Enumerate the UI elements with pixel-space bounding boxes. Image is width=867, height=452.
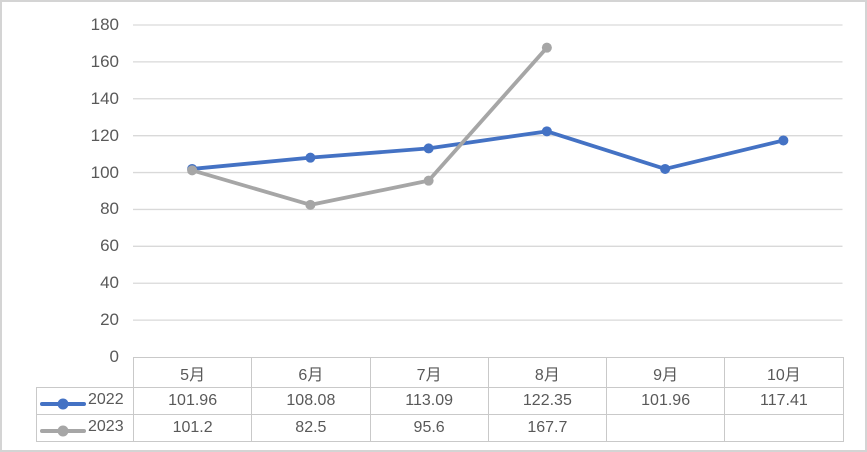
data-point-2022: [423, 143, 434, 154]
legend-cell-2022: 2022: [36, 387, 134, 415]
month-header: 7月: [369, 357, 489, 388]
data-point-2023: [541, 42, 552, 53]
value-cell: 101.96: [132, 387, 253, 415]
legend-key-icon-2023: [40, 424, 86, 438]
series-line-2022: [190, 129, 786, 171]
data-point-2022: [660, 163, 671, 174]
series-label: 2022: [88, 391, 124, 408]
legend-key-icon-2022: [40, 397, 86, 411]
month-header: 10月: [724, 357, 844, 388]
value-cell: 117.41: [724, 387, 844, 415]
data-point-2023: [423, 175, 434, 186]
table-header-row: 5月 6月 7月 8月 9月 10月: [37, 357, 844, 388]
y-axis-label: 180: [90, 15, 119, 34]
y-axis-label: 20: [100, 310, 119, 330]
value-cell: 82.5: [251, 414, 371, 442]
value-cell: [605, 414, 726, 442]
month-header: 5月: [132, 357, 253, 388]
data-point-2022: [778, 135, 789, 146]
chart-data-table: 5月 6月 7月 8月 9月 10月 2022 101.96 108.08 113.09 122.3…: [36, 357, 844, 442]
data-point-2023: [187, 165, 198, 176]
legend-marker-dot: [57, 425, 69, 437]
data-point-2022: [541, 126, 552, 137]
value-cell: 113.09: [369, 387, 489, 415]
table-row: 2022 101.96 108.08 113.09 122.35 101.96 117.41: [36, 387, 844, 415]
month-header: 6月: [251, 357, 371, 388]
month-header: 8月: [487, 357, 608, 388]
value-cell: 108.08: [251, 387, 371, 415]
legend-marker-dot: [57, 398, 69, 410]
y-axis-label: 40: [100, 273, 119, 293]
y-axis-label: 80: [100, 199, 119, 219]
y-axis-label: 140: [90, 88, 119, 108]
y-axis-label: 160: [90, 51, 119, 71]
legend-cell-2023: 2023: [36, 414, 134, 442]
value-cell: 167.7: [487, 414, 608, 442]
y-axis-label: 120: [90, 125, 119, 145]
value-cell: [724, 414, 844, 442]
value-cell: 101.2: [132, 414, 253, 442]
month-header: 9月: [605, 357, 726, 388]
table-row: 2023 101.2 82.5 95.6 167.7: [36, 414, 844, 442]
value-cell: 101.96: [605, 387, 726, 415]
y-axis-label: 100: [90, 162, 119, 182]
table-corner-blank: [37, 358, 134, 388]
series-line-2023: [190, 45, 549, 207]
value-cell: 122.35: [487, 387, 608, 415]
data-point-2022: [305, 152, 316, 163]
series-label: 2023: [88, 418, 124, 435]
data-point-2023: [305, 199, 316, 210]
y-axis-label: 60: [100, 236, 119, 256]
y-axis-label: 0: [109, 347, 119, 366]
value-cell: 95.6: [369, 414, 489, 442]
